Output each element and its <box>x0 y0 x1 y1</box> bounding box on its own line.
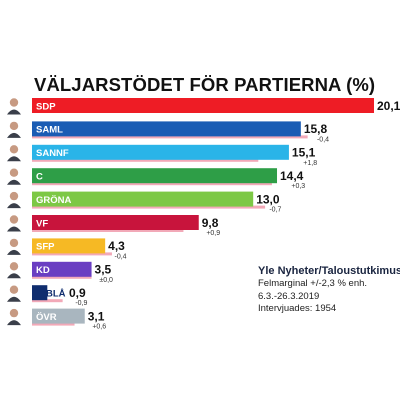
category-label: BLÅ <box>46 289 66 300</box>
source-margin: Felmarginal +/-2,3 % enh. <box>258 278 368 289</box>
leader-avatar-icon <box>7 215 21 232</box>
change-label: +0,9 <box>206 230 220 237</box>
change-label: ±0,0 <box>99 277 113 284</box>
leader-avatar-icon <box>7 98 21 115</box>
chart-title: VÄLJARSTÖDET FÖR PARTIERNA (%) <box>34 74 376 95</box>
value-label: 3,5 <box>95 263 112 277</box>
change-label: -0,9 <box>75 300 87 307</box>
value-label: 20,1 <box>377 99 400 113</box>
previous-bar-5 <box>32 229 184 232</box>
value-label: 15,8 <box>304 122 328 136</box>
value-label: 9,8 <box>202 216 219 230</box>
previous-bar-4 <box>32 205 266 209</box>
leader-avatar-icon <box>7 308 21 326</box>
bar-0 <box>32 98 374 113</box>
bar-9 <box>32 308 85 324</box>
leader-avatar-icon <box>7 168 21 185</box>
value-label: 13,0 <box>256 192 280 206</box>
category-label: SANNF <box>36 148 69 159</box>
category-label: SAML <box>36 125 63 136</box>
bar-3 <box>32 168 278 184</box>
category-label: SDP <box>36 101 56 112</box>
leader-avatar-icon <box>7 145 21 162</box>
value-label: 15,1 <box>292 146 316 160</box>
bar-1 <box>32 121 301 137</box>
previous-bar-6 <box>32 252 112 256</box>
bar-2 <box>32 144 289 160</box>
category-label: KD <box>36 265 50 276</box>
category-label: VF <box>36 218 48 229</box>
category-label: GRÖNA <box>36 195 72 206</box>
source-interviewed: Intervjuades: 1954 <box>258 303 337 314</box>
change-label: +1,8 <box>303 160 317 167</box>
previous-bar-9 <box>32 322 75 326</box>
value-label: 14,4 <box>280 169 304 183</box>
bar-8 <box>32 285 48 301</box>
bar-7 <box>32 261 92 277</box>
bar-5 <box>32 215 199 230</box>
value-label: 4,3 <box>108 239 125 253</box>
source-period: 6.3.-26.3.2019 <box>258 290 320 302</box>
leader-avatar-icon <box>7 191 21 209</box>
leader-avatar-icon <box>7 238 21 255</box>
leader-avatar-icon <box>7 121 21 138</box>
previous-bar-3 <box>32 182 272 186</box>
previous-bar-7 <box>32 275 92 279</box>
previous-bar-1 <box>32 135 308 139</box>
change-label: +0,3 <box>291 183 305 190</box>
source-box: Yle Nyheter/Taloustutkimus Felmarginal +… <box>258 264 400 316</box>
change-label: -0,4 <box>115 253 127 260</box>
leader-avatar-icon <box>7 285 21 302</box>
change-label: -0,4 <box>317 136 329 143</box>
bar-6 <box>32 238 106 254</box>
bar-4 <box>32 191 254 207</box>
category-label: C <box>36 172 43 183</box>
change-label: +0,6 <box>92 324 106 331</box>
previous-bar-8 <box>32 299 63 303</box>
previous-bar-2 <box>32 158 259 162</box>
source-name: Yle Nyheter/Taloustutkimus <box>258 265 400 277</box>
category-label: SFP <box>36 242 55 253</box>
value-label: 3,1 <box>88 309 105 323</box>
leader-avatar-icon <box>7 262 21 279</box>
change-label: -0,7 <box>269 207 281 214</box>
value-label: 0,9 <box>69 286 86 300</box>
category-label: ÖVR <box>36 312 57 323</box>
